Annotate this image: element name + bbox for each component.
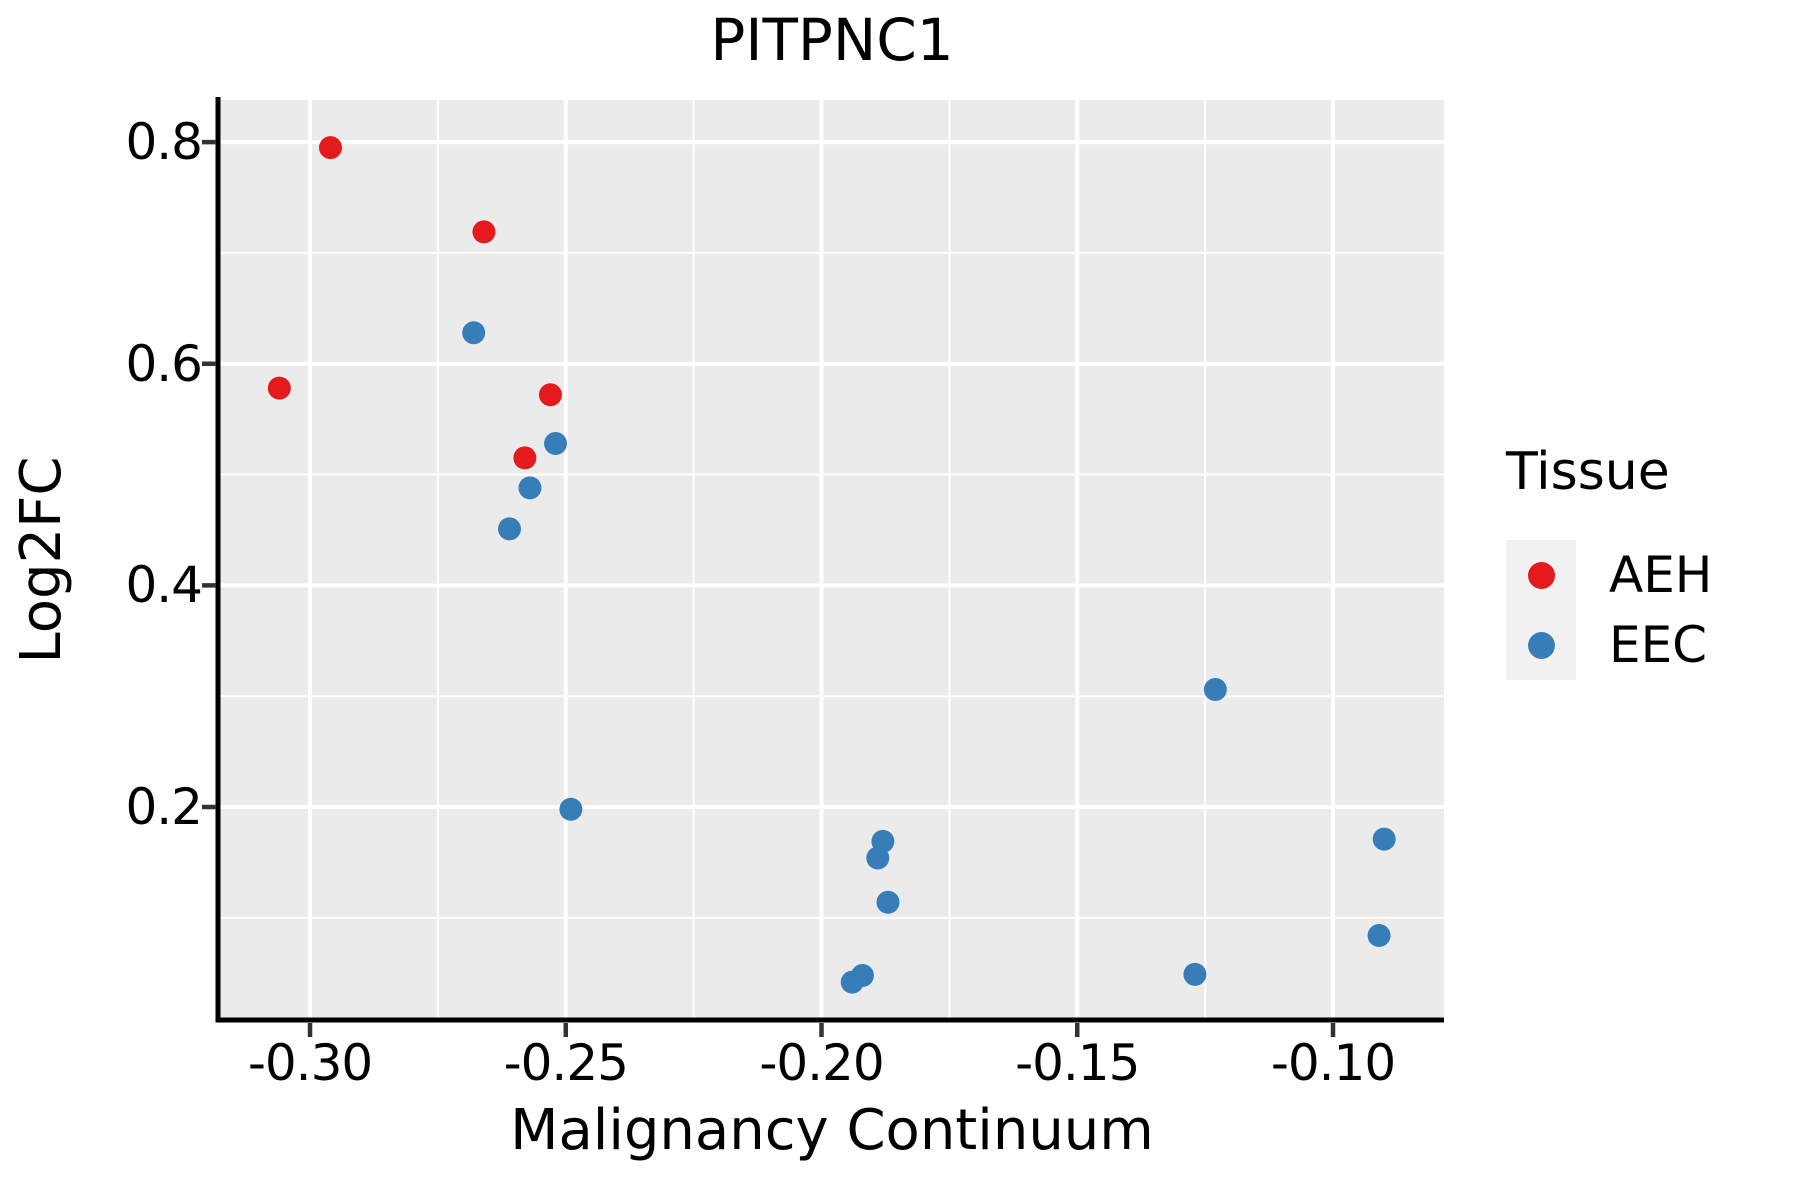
y-tick-label: 0.8 [125, 113, 203, 172]
plot-panel [220, 100, 1444, 1018]
legend-point-icon [1527, 561, 1555, 589]
data-point-eec [1372, 827, 1396, 851]
legend-item-label: AEH [1609, 546, 1713, 604]
legend-item-label: EEC [1609, 616, 1708, 674]
legend-key-box [1506, 540, 1576, 610]
data-point-eec [876, 890, 900, 914]
data-point-eec [518, 476, 542, 500]
legend-item-aeh: AEH [1506, 540, 1800, 610]
legend-item-eec: EEC [1506, 610, 1800, 680]
data-point-eec [559, 797, 583, 821]
data-point-aeh [318, 136, 342, 160]
data-point-aeh [267, 376, 291, 400]
y-tick-label: 0.4 [125, 556, 203, 615]
data-point-eec [866, 846, 890, 870]
x-axis-label: Malignancy Continuum [510, 1098, 1154, 1163]
x-tick-label: -0.15 [1015, 1034, 1140, 1092]
x-tick-label: -0.30 [247, 1034, 373, 1092]
data-point-eec [1183, 962, 1207, 986]
data-point-eec [1367, 924, 1391, 948]
legend-point-icon [1527, 631, 1555, 659]
data-point-aeh [513, 446, 537, 470]
data-point-aeh [538, 383, 562, 407]
data-point-eec [544, 432, 568, 456]
y-tick-label: 0.6 [125, 334, 203, 393]
legend-title: Tissue [1506, 442, 1670, 502]
legend: Tissue AEH EEC [1506, 442, 1800, 680]
y-tick-label: 0.2 [125, 778, 203, 836]
data-point-aeh [472, 220, 496, 244]
legend-key-box [1506, 610, 1576, 680]
data-point-eec [1203, 678, 1227, 702]
legend-items: AEH EEC [1506, 540, 1800, 680]
data-point-eec [462, 321, 486, 345]
data-point-eec [840, 970, 864, 994]
x-tick-label: -0.20 [759, 1034, 884, 1092]
x-tick-label: -0.25 [503, 1034, 629, 1092]
x-tick-label: -0.10 [1270, 1034, 1396, 1092]
page-title: PITPNC1 [710, 6, 954, 74]
data-point-eec [498, 517, 522, 541]
